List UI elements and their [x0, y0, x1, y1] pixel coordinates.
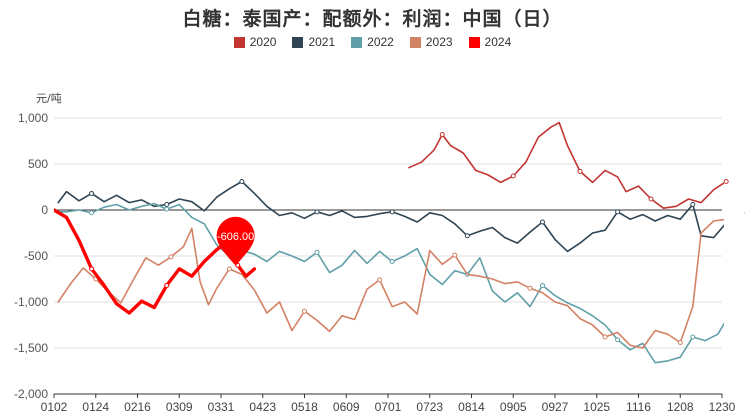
series-point-2021 — [239, 178, 245, 184]
legend-label: 2020 — [249, 35, 277, 49]
series-line-2021 — [57, 180, 724, 253]
x-tick-label: 1116 — [626, 400, 651, 414]
x-tick-label: 0814 — [458, 400, 485, 414]
series-point-2021 — [314, 209, 320, 215]
y-tick-label: 1,000 — [18, 111, 48, 125]
legend-label: 2024 — [484, 35, 512, 49]
tooltip-label: -606.00 — [217, 231, 254, 243]
series-point-2021 — [464, 233, 470, 239]
x-tick-label: 0518 — [291, 400, 318, 414]
x-tick-label: 1025 — [583, 400, 610, 414]
series-point-2022 — [164, 206, 170, 212]
series-point-2021 — [164, 201, 170, 207]
legend-swatch — [292, 36, 304, 48]
x-tick-label: 0609 — [333, 400, 360, 414]
series-point-2024 — [164, 282, 170, 288]
x-tick-label: 1230 — [709, 400, 736, 414]
x-tick-label: 0124 — [82, 400, 109, 414]
series-point-2023 — [527, 285, 533, 291]
x-tick-label: 1208 — [667, 400, 694, 414]
series-point-2022 — [314, 249, 320, 255]
chart-title: 白糖：泰国产：配额外：利润：中国（日） — [182, 8, 563, 30]
series-point-2021 — [89, 190, 95, 196]
series-point-2022 — [615, 337, 621, 343]
legend-item-2020[interactable]: 2020 — [233, 35, 277, 49]
series-point-2023 — [168, 254, 174, 260]
legend-item-2024[interactable]: 2024 — [468, 35, 512, 49]
series-point-2021 — [539, 219, 545, 225]
x-tick-label: 0309 — [166, 400, 193, 414]
series-point-2022 — [539, 282, 545, 288]
series-point-2023 — [226, 266, 232, 272]
legend-label: 2021 — [308, 35, 336, 49]
legend-item-2022[interactable]: 2022 — [351, 35, 394, 49]
x-tick-label: 0102 — [41, 400, 68, 414]
legend-swatch — [468, 36, 480, 48]
y-tick-label: -1,500 — [14, 341, 48, 355]
legend-item-2023[interactable]: 2023 — [409, 35, 453, 49]
y-tick-label: 500 — [28, 157, 48, 171]
legend-swatch — [233, 36, 245, 48]
series-point-2023 — [302, 308, 307, 314]
legend-swatch — [409, 36, 421, 48]
x-tick-label: 0701 — [375, 400, 402, 414]
series-point-2020 — [510, 173, 516, 179]
series-line-2023 — [57, 218, 724, 349]
tooltip-pin — [216, 216, 255, 266]
legend-item-2021[interactable]: 2021 — [292, 35, 335, 49]
legend-swatch — [351, 36, 363, 48]
y-tick-label: -2,000 — [14, 387, 48, 401]
x-tick-label: 0331 — [208, 400, 235, 414]
series-point-2023 — [602, 334, 608, 340]
series-point-2023 — [677, 339, 683, 345]
series-point-2021 — [615, 209, 621, 215]
y-tick-label: -1,000 — [14, 295, 48, 309]
series-line-2022 — [57, 202, 724, 364]
series-point-2021 — [389, 209, 395, 215]
series-point-2020 — [648, 196, 654, 202]
series-point-2023 — [452, 252, 458, 258]
series-point-2023 — [377, 277, 383, 283]
x-tick-label: 0723 — [416, 400, 443, 414]
x-tick-label: 0927 — [542, 400, 569, 414]
y-tick-label: 0 — [41, 203, 48, 217]
series-point-2022 — [389, 259, 395, 265]
x-tick-label: 0905 — [500, 400, 527, 414]
series-point-2022 — [89, 210, 95, 216]
y-axis-unit-label: 元/吨 — [36, 92, 62, 105]
series-point-2020 — [723, 178, 729, 184]
legend-label: 2022 — [367, 35, 394, 49]
x-tick-label: 0216 — [124, 400, 151, 414]
legend-label: 2023 — [425, 35, 453, 49]
series-point-2020 — [439, 132, 445, 138]
chart-legend: 2020 2021 2022 2023 2024 — [0, 35, 745, 49]
series-point-2022 — [690, 334, 696, 340]
series-point-2024 — [89, 266, 95, 272]
series-point-2020 — [577, 168, 583, 174]
series-line-2020 — [408, 121, 724, 209]
y-tick-label: -500 — [24, 249, 48, 263]
x-tick-label: 0423 — [249, 400, 276, 414]
series-point-2021 — [690, 201, 696, 207]
